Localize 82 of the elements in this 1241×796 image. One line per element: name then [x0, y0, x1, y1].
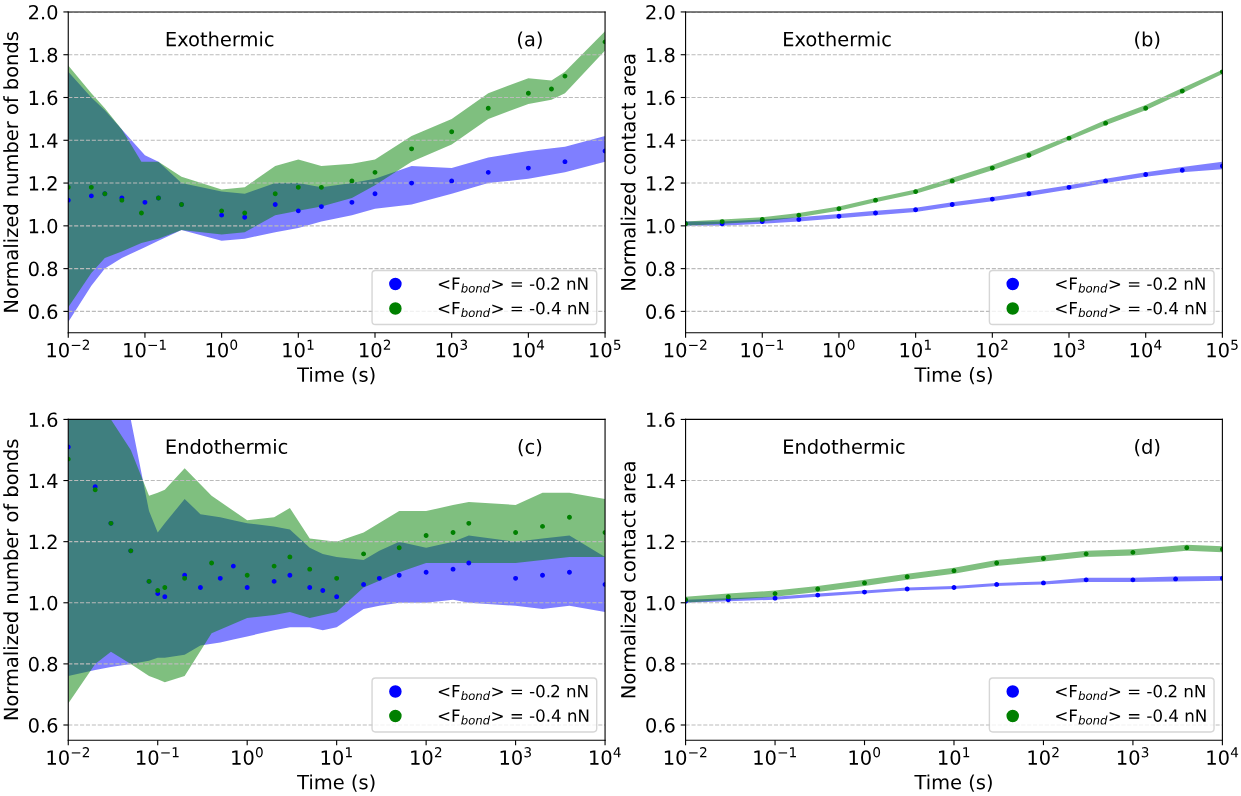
- legend-label: <F$_{bond}$> = -0.2 nN: [1056, 684, 1205, 701]
- y-axis-title: Normalized number of bonds: [3, 32, 19, 312]
- x-tick-label: 10$^{0}$: [232, 747, 263, 765]
- x-tick-label: 10$^{4}$: [590, 747, 621, 765]
- y-tick-label: 0.6: [28, 717, 58, 733]
- annotation: Endothermic: [784, 438, 905, 454]
- y-tick-label: 1.6: [647, 412, 675, 428]
- x-tick-label: 10$^{2}$: [977, 339, 1008, 358]
- y-tick-label: 2.0: [646, 4, 675, 20]
- x-axis-title: Time (s): [914, 774, 992, 792]
- legend-label: <F$_{bond}$> = -0.2 nN: [438, 277, 588, 293]
- y-tick-label: 1.2: [29, 176, 57, 191]
- x-tick-label: 10$^{1}$: [321, 747, 352, 765]
- y-tick-label: 0.6: [646, 304, 675, 320]
- legend-label: <F$_{bond}$> = -0.4 nN: [1056, 301, 1206, 318]
- x-tick-label: 10$^{5}$: [1207, 339, 1238, 358]
- x-tick-label: 10$^{−1}$: [137, 747, 179, 765]
- y-axis-title: Normalized contact area: [620, 54, 636, 290]
- annotation: (d): [1135, 438, 1160, 457]
- x-tick-label: 10$^{1}$: [939, 747, 970, 765]
- y-tick-label: 0.8: [28, 261, 58, 277]
- y-tick-label: 1.0: [647, 595, 675, 611]
- legend-label: <F$_{bond}$> = -0.4 nN: [1056, 709, 1206, 725]
- x-tick-label: 10$^{0}$: [849, 747, 881, 765]
- y-tick-label: 0.8: [28, 656, 58, 672]
- x-tick-label: 10$^{4}$: [1130, 339, 1162, 358]
- x-tick-label: 10$^{1}$: [900, 339, 931, 358]
- x-tick-label: 10$^{2}$: [360, 339, 391, 358]
- annotation: (c): [518, 438, 542, 457]
- y-tick-label: 1.6: [29, 90, 58, 106]
- y-tick-label: 0.8: [646, 261, 675, 277]
- x-tick-label: 10$^{1}$: [283, 339, 314, 358]
- y-tick-label: 1.4: [647, 133, 675, 148]
- annotation: (b): [1135, 31, 1160, 49]
- x-tick-label: 10$^{0}$: [823, 339, 855, 358]
- y-axis-title: Normalized number of bonds: [3, 439, 19, 720]
- x-tick-label: 10$^{−2}$: [664, 747, 707, 765]
- y-tick-label: 1.4: [647, 473, 675, 488]
- x-tick-label: 10$^{3}$: [1117, 747, 1149, 765]
- x-axis-title: Time (s): [297, 366, 375, 385]
- y-tick-label: 1.0: [29, 218, 58, 234]
- legend-label: <F$_{bond}$> = -0.4 nN: [438, 301, 589, 318]
- legend-label: <F$_{bond}$> = -0.4 nN: [438, 709, 589, 725]
- x-tick-label: 10$^{−1}$: [124, 339, 166, 358]
- y-tick-label: 1.2: [647, 176, 674, 191]
- x-tick-label: 10$^{2}$: [1028, 747, 1059, 765]
- y-tick-label: 1.2: [29, 534, 57, 550]
- x-tick-label: 10$^{0}$: [206, 339, 238, 358]
- y-tick-label: 1.0: [647, 218, 675, 234]
- x-tick-label: 10$^{3}$: [500, 747, 531, 765]
- x-tick-label: 10$^{4}$: [513, 339, 545, 358]
- x-axis-title: Time (s): [297, 774, 375, 792]
- x-tick-label: 10$^{−2}$: [664, 339, 707, 358]
- annotation: Endothermic: [166, 438, 288, 454]
- y-tick-label: 1.0: [29, 595, 58, 611]
- legend-label: <F$_{bond}$> = -0.2 nN: [1056, 277, 1205, 293]
- x-tick-label: 10$^{−2}$: [47, 339, 90, 358]
- x-tick-label: 10$^{5}$: [590, 339, 621, 358]
- x-tick-label: 10$^{−2}$: [47, 747, 90, 765]
- annotation: Exothermic: [784, 31, 891, 47]
- y-tick-label: 0.8: [646, 656, 675, 672]
- x-tick-label: 10$^{3}$: [436, 339, 468, 358]
- legend-label: <F$_{bond}$> = -0.2 nN: [438, 684, 588, 701]
- x-tick-label: 10$^{4}$: [1207, 747, 1239, 765]
- x-tick-label: 10$^{−1}$: [741, 339, 784, 358]
- y-tick-label: 2.0: [29, 4, 58, 20]
- annotation: (a): [518, 31, 542, 49]
- y-tick-label: 1.6: [29, 412, 58, 428]
- y-tick-label: 1.8: [29, 47, 58, 63]
- y-tick-label: 1.6: [647, 90, 675, 106]
- y-tick-label: 1.4: [29, 473, 58, 488]
- y-tick-label: 0.6: [646, 717, 675, 733]
- x-tick-label: 10$^{3}$: [1054, 339, 1085, 358]
- y-tick-label: 1.8: [647, 47, 675, 63]
- y-tick-label: 1.2: [647, 534, 674, 550]
- x-tick-label: 10$^{−1}$: [754, 747, 796, 765]
- y-tick-label: 0.6: [28, 304, 58, 320]
- y-axis-title: Normalized contact area: [620, 462, 636, 698]
- x-axis-title: Time (s): [914, 366, 992, 385]
- annotation: Exothermic: [166, 31, 274, 47]
- y-tick-label: 1.4: [29, 133, 58, 148]
- x-tick-label: 10$^{2}$: [411, 747, 442, 765]
